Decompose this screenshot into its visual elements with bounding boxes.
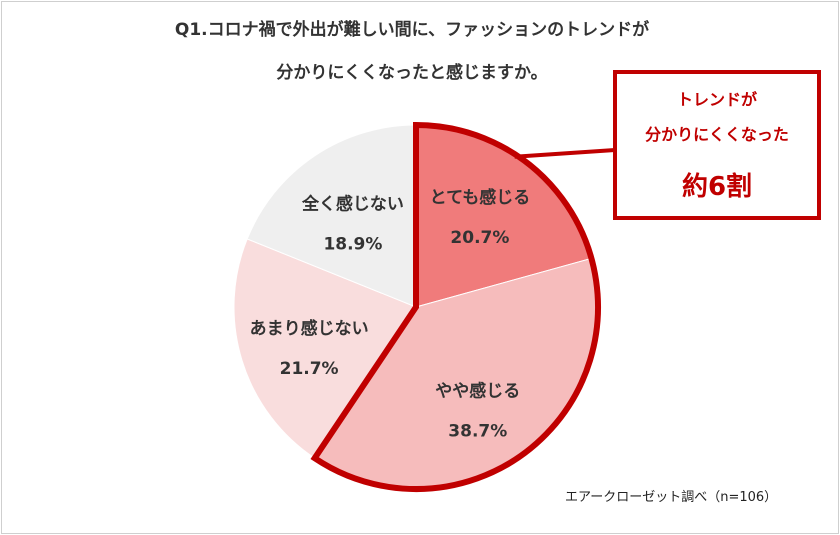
- callout-box: トレンドが 分かりにくくなった 約6割: [613, 70, 821, 220]
- slice-label: 全く感じない: [301, 194, 404, 215]
- chart-title-line1: Q1.コロナ禍で外出が難しい間に、ファッションのトレンドが: [174, 20, 650, 40]
- source-note: エアークローゼット調べ（n=106）: [565, 490, 778, 505]
- chart-title-line2: 分かりにくくなったと感じますか。: [276, 63, 548, 83]
- slice-value-label: 38.7%: [448, 422, 507, 442]
- slice-label: あまり感じない: [250, 318, 369, 339]
- slice-amari: [233, 238, 417, 459]
- slice-label: やや感じる: [435, 381, 520, 402]
- slice-mattaku: [246, 124, 417, 308]
- slice-value-label: 21.7%: [280, 359, 339, 379]
- slice-value-label: 18.9%: [323, 235, 382, 255]
- slice-label: とても感じる: [430, 187, 531, 208]
- callout-line1: トレンドが: [676, 90, 757, 109]
- slice-value-label: 20.7%: [450, 228, 509, 248]
- callout-value: 約6割: [681, 172, 753, 202]
- callout-line2: 分かりにくくなった: [645, 125, 789, 144]
- highlight-outline: [310, 121, 601, 492]
- callout-connector: [514, 148, 616, 159]
